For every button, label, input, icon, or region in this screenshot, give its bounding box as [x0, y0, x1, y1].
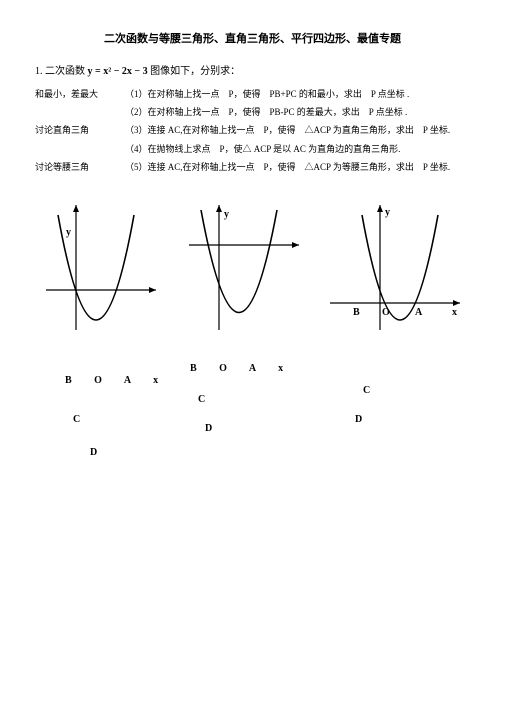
graph-1: y: [35, 195, 168, 335]
row-left-4: 讨论等腰三角: [35, 159, 125, 175]
d-2: D: [205, 423, 305, 434]
letters-cell-3: C D: [305, 375, 470, 458]
row-left-1: [35, 104, 125, 120]
boa-1: B O A x: [65, 375, 180, 386]
row-4: 讨论等腰三角（5）连接 AC,在对称轴上找一点 P，使得 △ACP 为等腰三角形…: [35, 159, 470, 175]
letters-cell-1: B O A x C D: [35, 375, 180, 458]
graphs-row: y y y B O A x: [35, 195, 470, 335]
d-1: D: [90, 447, 180, 458]
letters-cell-2: B O A x C D: [180, 375, 305, 458]
graph-2: y: [178, 195, 311, 335]
problem-suffix: 图像如下，分别求：: [150, 66, 240, 77]
x-label: x: [452, 307, 457, 318]
problem-statement: 1. 二次函数 y = x² − 2x − 3 图像如下，分别求：: [35, 64, 470, 80]
row-3: （4）在抛物线上求点 P，使△ ACP 是以 AC 为直角边的直角三角形.: [35, 141, 470, 157]
a-label: A: [415, 307, 423, 318]
row-left-2: 讨论直角三角: [35, 122, 125, 138]
o-label: O: [382, 307, 390, 318]
boa-2: B O A x: [190, 363, 305, 374]
row-right-0: （1）在对称轴上找一点 P，使得 PB+PC 的和最小，求出 P 点坐标 .: [125, 86, 470, 102]
row-right-2: （3）连接 AC,在对称轴上找一点 P，使得 △ACP 为直角三角形，求出 P …: [125, 122, 470, 138]
svg-text:y: y: [66, 227, 71, 238]
c-3: C: [363, 385, 470, 396]
row-right-3: （4）在抛物线上求点 P，使△ ACP 是以 AC 为直角边的直角三角形.: [125, 141, 470, 157]
c-2: C: [198, 394, 305, 405]
svg-text:y: y: [224, 209, 229, 220]
c-1: C: [73, 414, 180, 425]
row-1: （2）在对称轴上找一点 P，使得 PB-PC 的差最大，求出 P 点坐标 .: [35, 104, 470, 120]
y-label: y: [385, 207, 390, 218]
problem-number: 1. 二次函数: [35, 66, 85, 77]
graph-3: y B O A x: [320, 195, 470, 335]
row-right-4: （5）连接 AC,在对称轴上找一点 P，使得 △ACP 为等腰三角形，求出 P …: [125, 159, 470, 175]
row-right-1: （2）在对称轴上找一点 P，使得 PB-PC 的差最大，求出 P 点坐标 .: [125, 104, 470, 120]
letters-row: B O A x C D B O A x C D C D: [35, 375, 470, 458]
row-0: 和最小，差最大（1）在对称轴上找一点 P，使得 PB+PC 的和最小，求出 P …: [35, 86, 470, 102]
row-left-0: 和最小，差最大: [35, 86, 125, 102]
page-title: 二次函数与等腰三角形、直角三角形、平行四边形、最值专题: [35, 30, 470, 46]
d-3: D: [355, 414, 470, 425]
b-label: B: [353, 307, 360, 318]
row-left-3: [35, 141, 125, 157]
equation: y = x² − 2x − 3: [88, 66, 148, 77]
row-2: 讨论直角三角（3）连接 AC,在对称轴上找一点 P，使得 △ACP 为直角三角形…: [35, 122, 470, 138]
